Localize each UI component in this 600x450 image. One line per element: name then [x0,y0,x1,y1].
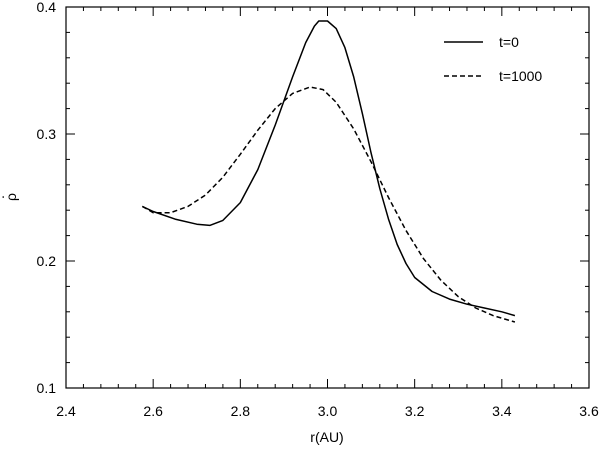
plot-frame [65,6,590,389]
y-tick-label: 0.2 [37,253,57,269]
y-axis-label-accent: · [0,195,10,200]
x-axis-label: r(AU) [310,429,343,445]
x-tick-label: 3.2 [405,403,425,419]
axis-ticks [65,6,590,389]
y-tick-label: 0.3 [37,126,57,142]
x-tick-label: 2.8 [231,403,251,419]
x-tick-label: 2.6 [143,403,163,419]
legend: t=0 t=1000 [444,34,542,84]
tick-labels: 2.4 2.6 2.8 3.0 3.2 3.4 3.6 0.1 0.2 0.3 0.4 [37,0,599,419]
x-tick-label: 3.6 [579,403,599,419]
y-axis-label-group: ρ · [0,193,19,201]
x-tick-label: 3.4 [492,403,512,419]
series-line-t1000 [141,86,516,323]
series-line-t0 [141,20,516,317]
y-tick-label: 0.4 [37,0,57,15]
x-tick-label: 2.4 [56,403,76,419]
legend-label: t=0 [499,34,519,50]
x-tick-label: 3.0 [318,403,338,419]
y-axis-label: ρ [3,193,19,201]
series-layer [141,20,516,323]
y-tick-label: 0.1 [37,380,57,396]
legend-label: t=1000 [499,68,542,84]
